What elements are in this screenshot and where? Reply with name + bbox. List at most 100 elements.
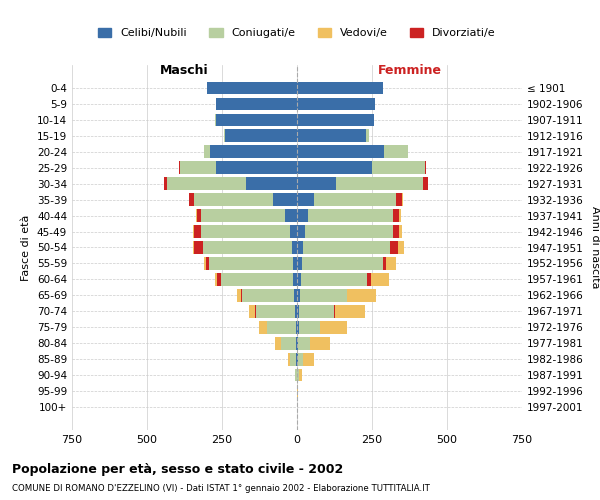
- Bar: [297, 242, 303, 254]
- Bar: [285, 210, 297, 222]
- Bar: [383, 257, 386, 270]
- Bar: [241, 289, 294, 302]
- Bar: [347, 289, 376, 302]
- Bar: [334, 305, 335, 318]
- Bar: [303, 353, 314, 366]
- Bar: [293, 273, 297, 285]
- Bar: [297, 162, 372, 174]
- Bar: [367, 273, 371, 285]
- Bar: [163, 178, 167, 190]
- Bar: [305, 226, 393, 238]
- Bar: [209, 257, 293, 270]
- Bar: [225, 130, 297, 142]
- Bar: [189, 194, 193, 206]
- Bar: [302, 257, 383, 270]
- Bar: [297, 337, 298, 349]
- Bar: [384, 146, 408, 158]
- Bar: [297, 114, 373, 126]
- Legend: Celibi/Nubili, Coniugati/e, Vedovi/e, Divorziati/e: Celibi/Nubili, Coniugati/e, Vedovi/e, Di…: [94, 23, 500, 42]
- Bar: [250, 305, 256, 318]
- Bar: [399, 210, 401, 222]
- Bar: [296, 337, 297, 349]
- Bar: [180, 162, 216, 174]
- Bar: [297, 321, 299, 334]
- Bar: [297, 82, 383, 94]
- Bar: [194, 242, 203, 254]
- Bar: [259, 321, 266, 334]
- Bar: [215, 114, 216, 126]
- Bar: [298, 337, 310, 349]
- Bar: [298, 369, 299, 382]
- Bar: [393, 226, 399, 238]
- Bar: [193, 226, 201, 238]
- Bar: [210, 146, 297, 158]
- Bar: [299, 305, 334, 318]
- Bar: [290, 353, 296, 366]
- Bar: [308, 210, 393, 222]
- Bar: [296, 321, 297, 334]
- Bar: [335, 305, 365, 318]
- Bar: [297, 289, 300, 302]
- Bar: [290, 226, 297, 238]
- Bar: [267, 321, 296, 334]
- Bar: [216, 98, 297, 110]
- Bar: [297, 194, 314, 206]
- Bar: [336, 178, 423, 190]
- Bar: [296, 353, 297, 366]
- Bar: [215, 273, 217, 285]
- Bar: [295, 305, 297, 318]
- Bar: [390, 242, 398, 254]
- Bar: [236, 289, 241, 302]
- Bar: [297, 226, 305, 238]
- Bar: [398, 242, 404, 254]
- Bar: [256, 305, 295, 318]
- Bar: [402, 194, 403, 206]
- Bar: [393, 210, 399, 222]
- Bar: [223, 130, 225, 142]
- Bar: [275, 337, 281, 349]
- Bar: [216, 114, 297, 126]
- Y-axis label: Fasce di età: Fasce di età: [22, 214, 31, 280]
- Bar: [299, 321, 320, 334]
- Bar: [299, 369, 302, 382]
- Bar: [246, 178, 297, 190]
- Bar: [297, 146, 384, 158]
- Bar: [204, 257, 205, 270]
- Y-axis label: Anni di nascita: Anni di nascita: [590, 206, 600, 289]
- Bar: [314, 194, 396, 206]
- Text: Popolazione per età, sesso e stato civile - 2002: Popolazione per età, sesso e stato civil…: [12, 462, 343, 475]
- Bar: [297, 178, 336, 190]
- Bar: [292, 242, 297, 254]
- Bar: [193, 242, 194, 254]
- Bar: [396, 194, 402, 206]
- Bar: [371, 273, 389, 285]
- Bar: [273, 194, 297, 206]
- Bar: [297, 130, 366, 142]
- Bar: [366, 130, 369, 142]
- Bar: [204, 146, 210, 158]
- Bar: [193, 194, 273, 206]
- Bar: [203, 242, 292, 254]
- Bar: [373, 114, 374, 126]
- Bar: [297, 210, 308, 222]
- Bar: [425, 162, 426, 174]
- Bar: [297, 305, 299, 318]
- Bar: [301, 273, 367, 285]
- Bar: [298, 353, 303, 366]
- Bar: [297, 353, 298, 366]
- Bar: [221, 273, 293, 285]
- Bar: [207, 82, 297, 94]
- Bar: [294, 289, 297, 302]
- Bar: [281, 337, 296, 349]
- Bar: [399, 226, 402, 238]
- Bar: [423, 178, 427, 190]
- Bar: [167, 178, 246, 190]
- Bar: [288, 353, 290, 366]
- Text: COMUNE DI ROMANO D'EZZELINO (VI) - Dati ISTAT 1° gennaio 2002 - Elaborazione TUT: COMUNE DI ROMANO D'EZZELINO (VI) - Dati …: [12, 484, 430, 493]
- Bar: [300, 289, 347, 302]
- Bar: [297, 257, 302, 270]
- Bar: [293, 257, 297, 270]
- Bar: [386, 257, 396, 270]
- Bar: [201, 210, 285, 222]
- Bar: [320, 321, 347, 334]
